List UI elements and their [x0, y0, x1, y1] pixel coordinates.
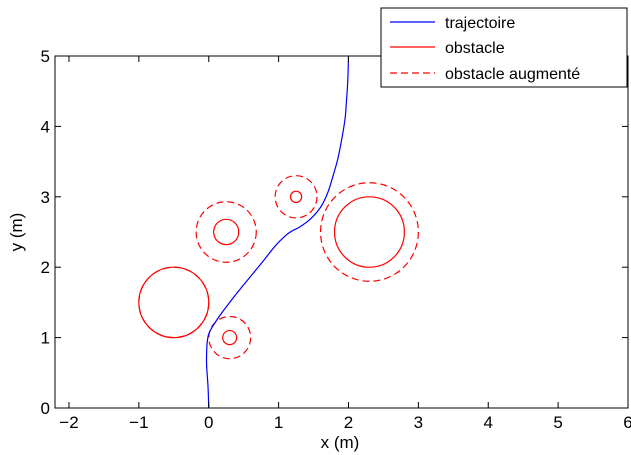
legend: trajectoire obstacle obstacle augmenté — [380, 7, 628, 88]
x-tick-label: 3 — [414, 413, 423, 432]
x-tick-label: −1 — [129, 413, 148, 432]
legend-label-obstacle: obstacle — [445, 40, 505, 57]
ticks-layer: −2 −1 0 1 2 3 4 5 6 0 1 2 3 4 5 — [41, 47, 631, 432]
y-tick-label: 2 — [41, 258, 50, 277]
x-tick-label: −2 — [59, 413, 78, 432]
augmented-obstacle-circle — [208, 315, 252, 360]
y-tick-label: 5 — [41, 47, 50, 66]
x-tick-label: 1 — [274, 413, 283, 432]
augmented-obstacle-circle — [195, 201, 257, 263]
y-tick-label: 4 — [41, 117, 50, 136]
obstacle-circle — [213, 218, 240, 246]
obstacles-layer — [138, 175, 419, 360]
augmented-obstacle-circle — [274, 175, 318, 219]
augmented-obstacle-circle — [138, 266, 210, 339]
augmented-obstacle-circle — [319, 182, 419, 282]
series-line-trajectoire — [205, 56, 350, 408]
y-tick-label: 1 — [41, 329, 50, 348]
legend-label-trajectoire: trajectoire — [445, 15, 515, 32]
x-tick-label: 0 — [204, 413, 213, 432]
obstacle-circle — [222, 329, 238, 346]
x-tick-label: 5 — [553, 413, 562, 432]
obstacle-circle — [289, 190, 303, 204]
series-layer — [205, 56, 350, 408]
x-tick-label: 6 — [623, 413, 631, 432]
x-axis-label: x (m) — [321, 433, 360, 452]
x-tick-label: 2 — [344, 413, 353, 432]
legend-label-obstacle-augmente: obstacle augmenté — [445, 66, 580, 83]
obstacle-circle — [333, 196, 405, 268]
y-tick-label: 0 — [41, 399, 50, 418]
x-tick-label: 4 — [484, 413, 493, 432]
y-axis-label: y (m) — [7, 213, 26, 252]
plot-area — [54, 55, 629, 409]
y-tick-label: 3 — [41, 188, 50, 207]
